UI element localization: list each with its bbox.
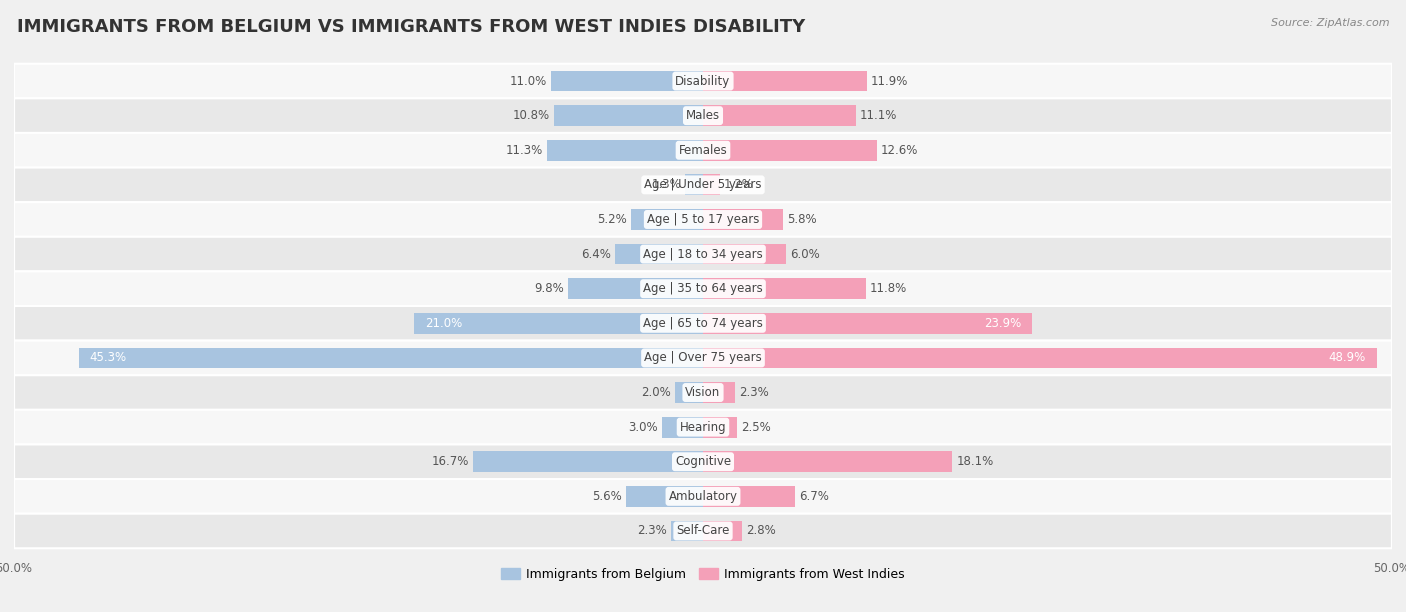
Text: Hearing: Hearing (679, 420, 727, 434)
Text: 11.3%: 11.3% (506, 144, 543, 157)
Text: 5.8%: 5.8% (787, 213, 817, 226)
Text: 21.0%: 21.0% (425, 317, 463, 330)
Text: Disability: Disability (675, 75, 731, 88)
Bar (703, 452, 952, 472)
Text: 2.5%: 2.5% (741, 420, 772, 434)
Text: IMMIGRANTS FROM BELGIUM VS IMMIGRANTS FROM WEST INDIES DISABILITY: IMMIGRANTS FROM BELGIUM VS IMMIGRANTS FR… (17, 18, 806, 36)
FancyBboxPatch shape (14, 513, 1392, 548)
Text: Age | 65 to 74 years: Age | 65 to 74 years (643, 317, 763, 330)
Text: 2.0%: 2.0% (641, 386, 671, 399)
Text: Females: Females (679, 144, 727, 157)
Text: 11.9%: 11.9% (872, 75, 908, 88)
Bar (703, 70, 868, 91)
Text: 6.0%: 6.0% (790, 248, 820, 261)
Text: Self-Care: Self-Care (676, 524, 730, 537)
Text: 2.3%: 2.3% (637, 524, 668, 537)
Text: Age | Over 75 years: Age | Over 75 years (644, 351, 762, 364)
Text: Cognitive: Cognitive (675, 455, 731, 468)
Bar (703, 382, 735, 403)
Bar (703, 140, 876, 160)
Text: 11.8%: 11.8% (870, 282, 907, 295)
Text: Age | 18 to 34 years: Age | 18 to 34 years (643, 248, 763, 261)
Text: 2.3%: 2.3% (738, 386, 769, 399)
Bar (685, 174, 703, 195)
Bar (554, 105, 703, 126)
Text: Age | Under 5 years: Age | Under 5 years (644, 178, 762, 192)
Bar (703, 521, 741, 542)
Legend: Immigrants from Belgium, Immigrants from West Indies: Immigrants from Belgium, Immigrants from… (496, 563, 910, 586)
FancyBboxPatch shape (14, 444, 1392, 479)
FancyBboxPatch shape (14, 237, 1392, 271)
Text: Vision: Vision (685, 386, 721, 399)
Bar (547, 140, 703, 160)
Bar (703, 313, 1032, 334)
Text: 45.3%: 45.3% (90, 351, 127, 364)
FancyBboxPatch shape (14, 133, 1392, 168)
Bar (675, 382, 703, 403)
Text: Ambulatory: Ambulatory (668, 490, 738, 503)
FancyBboxPatch shape (14, 410, 1392, 444)
Bar (662, 417, 703, 438)
Text: Age | 5 to 17 years: Age | 5 to 17 years (647, 213, 759, 226)
Bar (703, 174, 720, 195)
Text: 5.2%: 5.2% (598, 213, 627, 226)
FancyBboxPatch shape (14, 375, 1392, 410)
Text: Source: ZipAtlas.com: Source: ZipAtlas.com (1271, 18, 1389, 28)
Text: 5.6%: 5.6% (592, 490, 621, 503)
FancyBboxPatch shape (14, 64, 1392, 99)
Bar (614, 244, 703, 264)
Text: 3.0%: 3.0% (628, 420, 658, 434)
Bar (703, 105, 856, 126)
Bar (703, 486, 796, 507)
Bar (703, 244, 786, 264)
FancyBboxPatch shape (14, 168, 1392, 202)
Bar (626, 486, 703, 507)
Text: 16.7%: 16.7% (432, 455, 468, 468)
Bar (568, 278, 703, 299)
Text: 18.1%: 18.1% (956, 455, 994, 468)
FancyBboxPatch shape (14, 306, 1392, 341)
Text: 1.3%: 1.3% (651, 178, 681, 192)
FancyBboxPatch shape (14, 479, 1392, 513)
Bar (631, 209, 703, 230)
Text: 48.9%: 48.9% (1329, 351, 1365, 364)
Text: 12.6%: 12.6% (880, 144, 918, 157)
FancyBboxPatch shape (14, 202, 1392, 237)
FancyBboxPatch shape (14, 341, 1392, 375)
Bar (671, 521, 703, 542)
Text: 6.7%: 6.7% (800, 490, 830, 503)
Text: 11.1%: 11.1% (860, 109, 897, 122)
Bar (703, 417, 738, 438)
Text: 11.0%: 11.0% (510, 75, 547, 88)
Bar (551, 70, 703, 91)
Text: 6.4%: 6.4% (581, 248, 610, 261)
Bar (703, 348, 1376, 368)
Text: 23.9%: 23.9% (984, 317, 1021, 330)
Text: 10.8%: 10.8% (513, 109, 550, 122)
Bar (472, 452, 703, 472)
Text: 2.8%: 2.8% (745, 524, 776, 537)
Text: Age | 35 to 64 years: Age | 35 to 64 years (643, 282, 763, 295)
Bar (703, 209, 783, 230)
FancyBboxPatch shape (14, 271, 1392, 306)
Text: 1.2%: 1.2% (724, 178, 754, 192)
Bar (703, 278, 866, 299)
Bar (79, 348, 703, 368)
FancyBboxPatch shape (14, 99, 1392, 133)
Bar (413, 313, 703, 334)
Text: 9.8%: 9.8% (534, 282, 564, 295)
Text: Males: Males (686, 109, 720, 122)
